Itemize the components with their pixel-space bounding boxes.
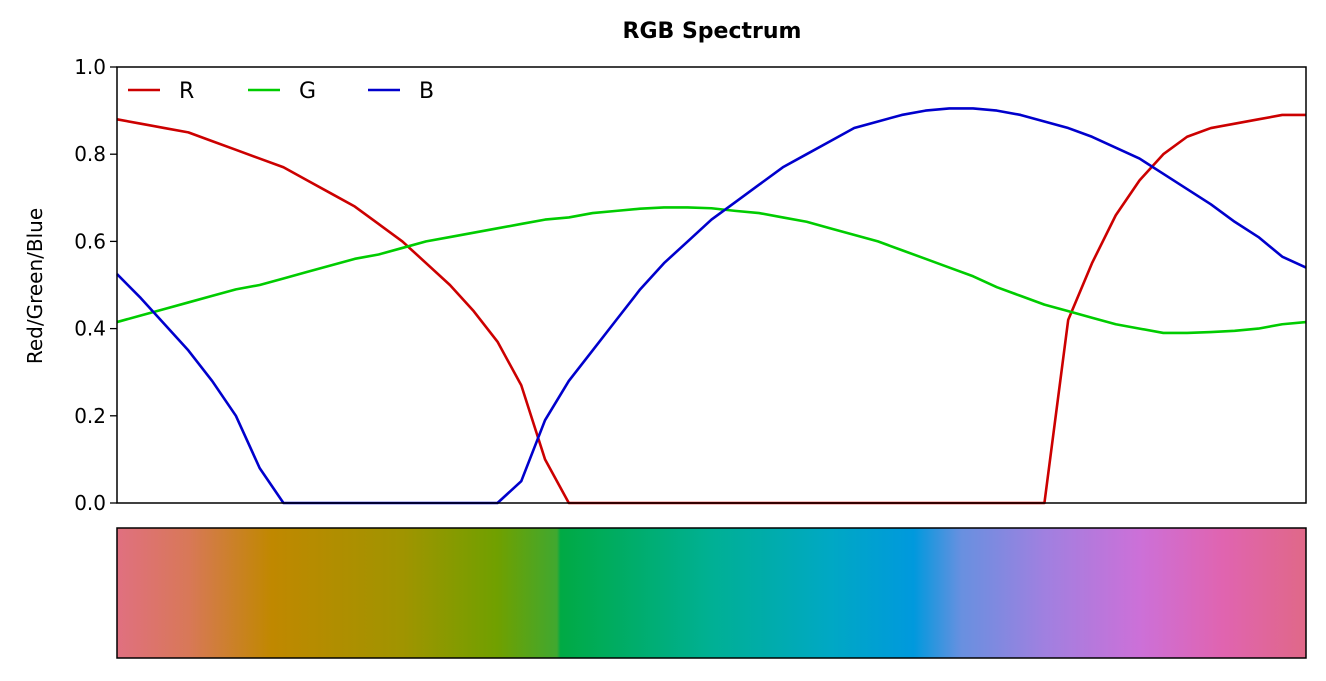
y-tick-label: 0.4	[74, 317, 106, 341]
y-axis-ticks: 0.0 0.2 0.4 0.6 0.8 1.0	[74, 55, 117, 515]
legend-label-r: R	[179, 79, 194, 104]
y-tick-label: 1.0	[74, 55, 106, 79]
y-tick-label: 0.0	[74, 491, 106, 515]
y-axis-label: Red/Green/Blue	[23, 208, 47, 364]
spectrum-colorbar	[116, 527, 1307, 659]
y-tick-label: 0.8	[74, 142, 106, 166]
plot-frame	[116, 66, 1307, 504]
legend-label-g: G	[299, 79, 316, 104]
legend-label-b: B	[419, 79, 434, 104]
series-line-r	[116, 113, 1306, 505]
series-lines	[116, 107, 1307, 505]
series-line-b	[116, 107, 1307, 505]
y-tick-label: 0.2	[74, 404, 106, 428]
series-line-g	[116, 206, 1307, 335]
y-tick-label: 0.6	[74, 229, 106, 253]
chart-title: RGB Spectrum	[623, 19, 802, 44]
